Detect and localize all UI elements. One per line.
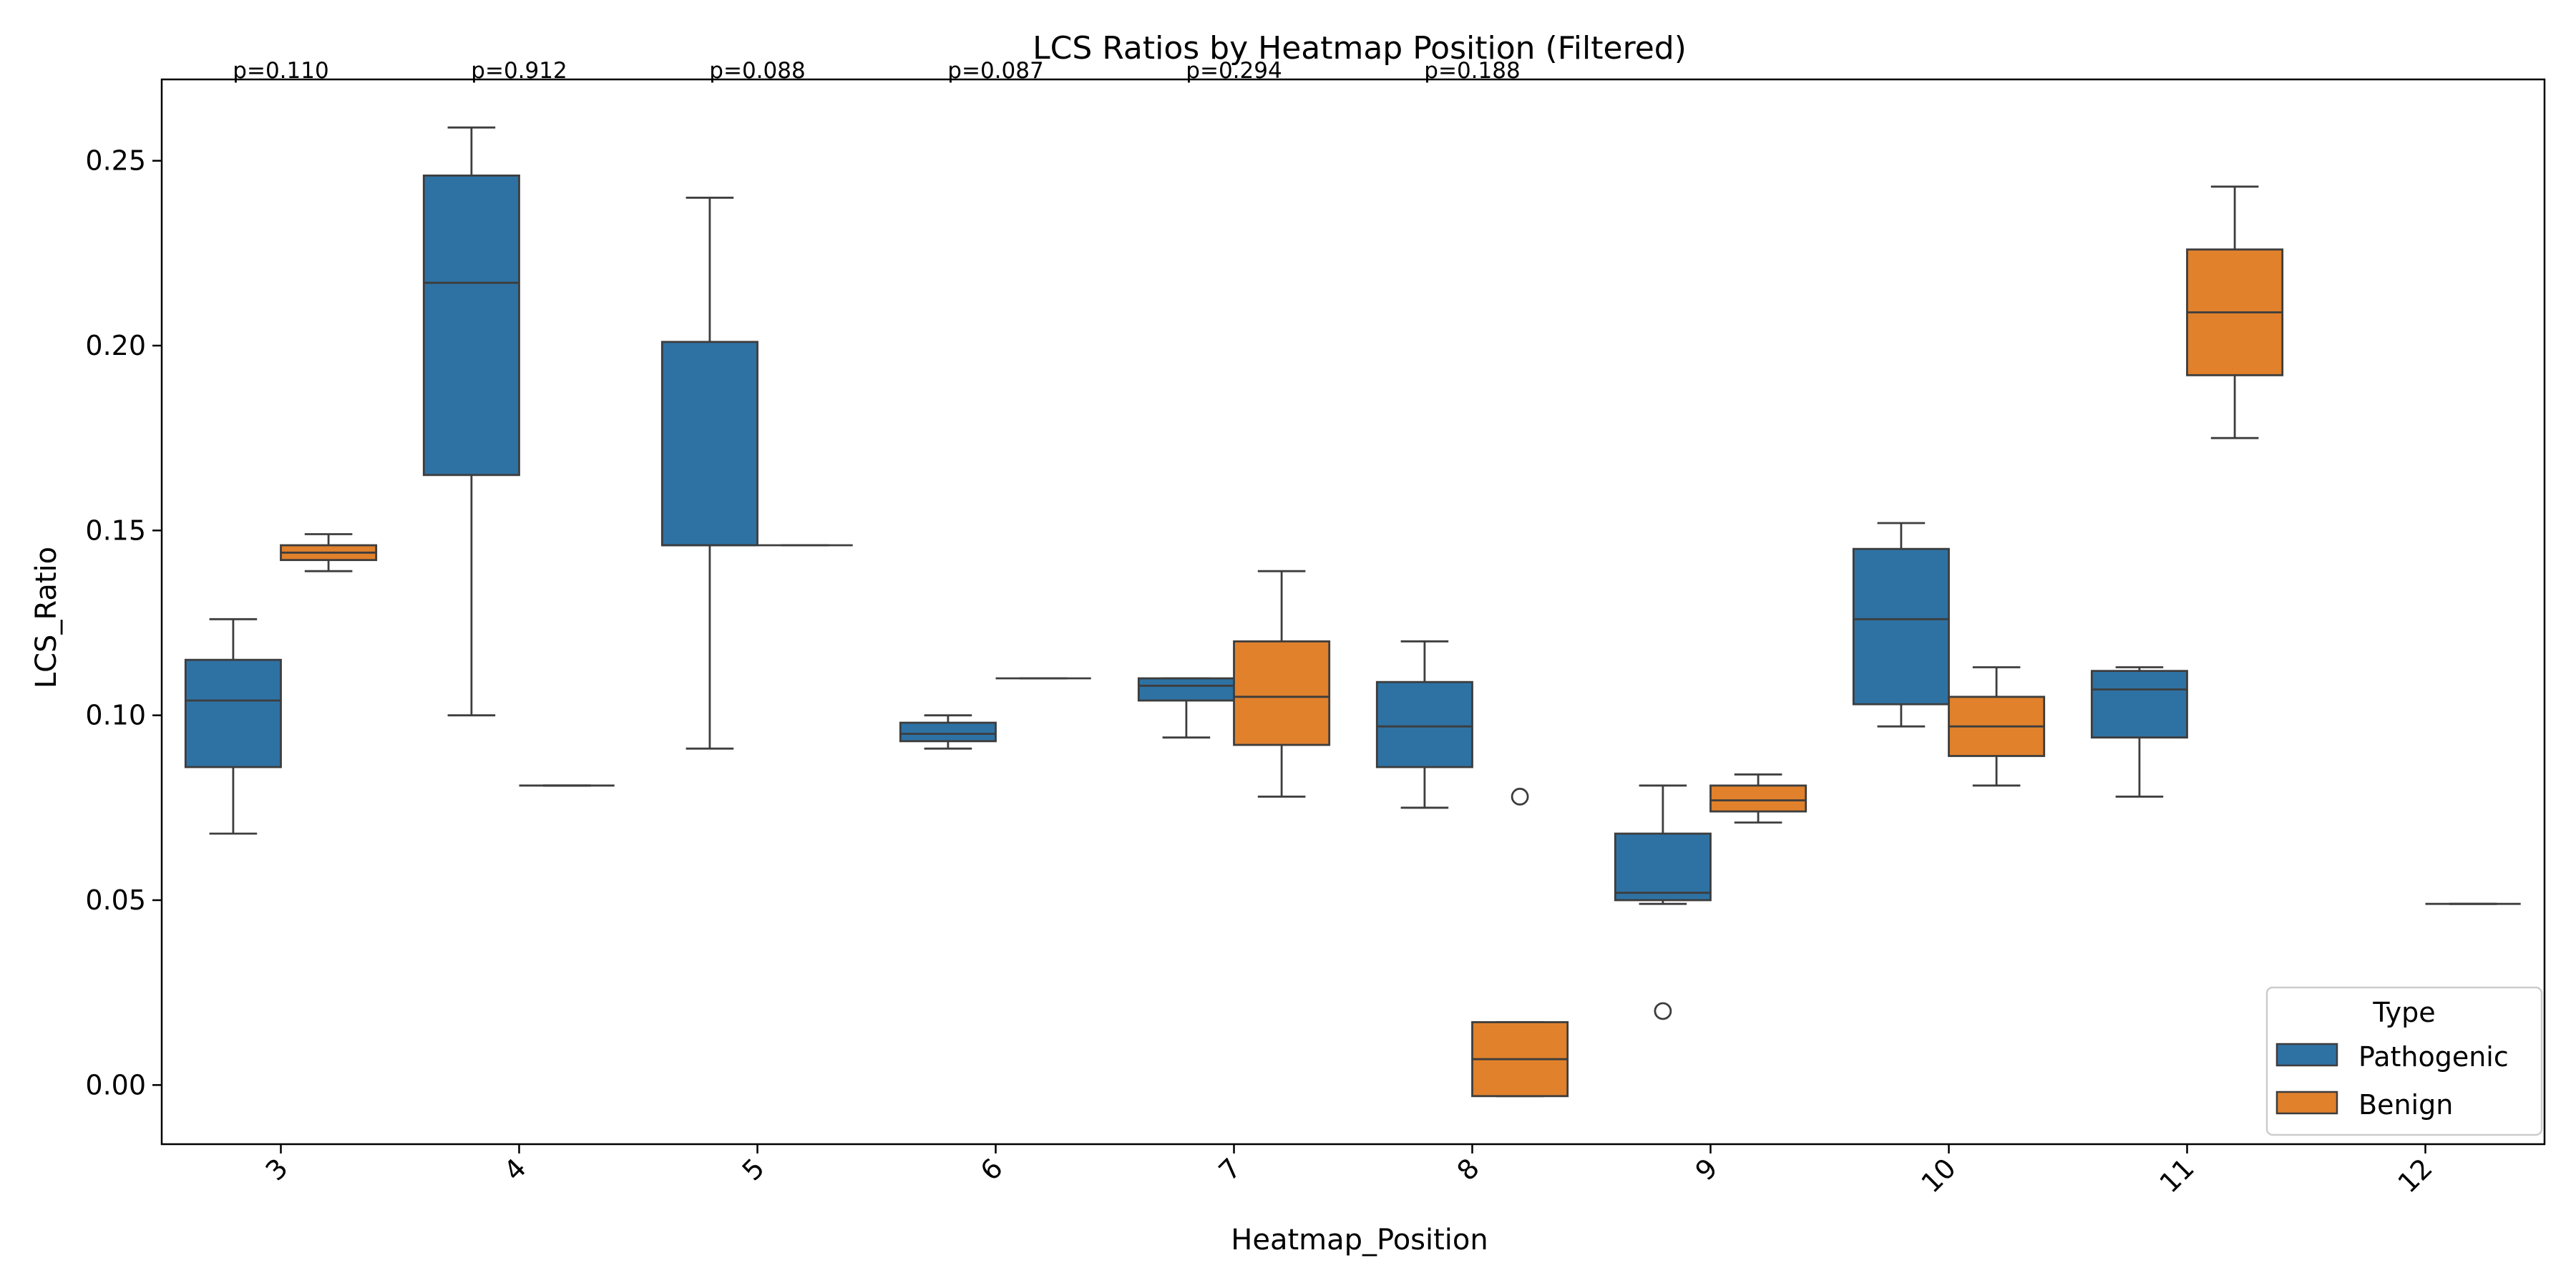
box-benign-3 (280, 533, 378, 572)
p-value-annotations: p=0.110 p=0.912 p=0.088 p=0.087 p=0.294 p=0.1… (233, 58, 1520, 84)
box-body (660, 341, 758, 547)
axes-frame (160, 78, 2546, 1146)
box-pathogenic-4 (422, 126, 520, 717)
box-benign-11 (2186, 185, 2284, 439)
p-value-label: p=0.188 (1424, 58, 1520, 84)
box-body (1137, 677, 1235, 702)
y-tick-label: 0.25 (85, 145, 146, 177)
p-value-label: p=0.088 (709, 58, 805, 84)
box-body (1709, 784, 1807, 813)
box-body (1614, 832, 1712, 902)
box-body (1375, 680, 1473, 769)
box-body (2090, 670, 2188, 739)
legend: Type Pathogenic Benign (2265, 986, 2543, 1136)
chart-title: LCS Ratios by Heatmap Position (Filtered… (1033, 30, 1687, 67)
box-pathogenic-11 (2090, 666, 2188, 798)
legend-label-pathogenic: Pathogenic (2358, 1041, 2509, 1073)
box-benign-10 (1948, 666, 2046, 787)
y-tick-label: 0.20 (85, 330, 146, 361)
p-value-label: p=0.294 (1186, 58, 1282, 84)
outlier-point (1654, 1002, 1672, 1020)
y-tick-label: 0.05 (85, 884, 146, 916)
legend-swatch-pathogenic (2275, 1043, 2338, 1067)
y-tick-label: 0.10 (85, 700, 146, 731)
outlier-point (1511, 787, 1529, 806)
y-tick-label: 0.15 (85, 514, 146, 546)
box-pathogenic-8 (1375, 640, 1473, 809)
box-pathogenic-5 (660, 196, 758, 750)
y-tick-label: 0.00 (85, 1069, 146, 1101)
box-pathogenic-3 (184, 618, 282, 835)
box-pathogenic-10 (1852, 522, 1950, 728)
y-axis: 0.00 0.05 0.10 0.15 0.20 0.25 (85, 145, 162, 1101)
box-benign-7 (1233, 570, 1331, 798)
box-body (184, 658, 282, 769)
box-body (1233, 640, 1331, 746)
legend-title: Type (2372, 997, 2435, 1028)
box-pathogenic-6 (899, 714, 997, 750)
box-body (899, 721, 997, 743)
legend-swatch-benign (2275, 1091, 2338, 1115)
box-benign-8 (1471, 787, 1569, 1098)
p-value-label: p=0.087 (947, 58, 1043, 84)
plot-area (184, 126, 2521, 1098)
box-benign-9 (1709, 773, 1807, 824)
y-axis-title: LCS_Ratio (30, 547, 63, 688)
x-axis-title: Heatmap_Position (1231, 1224, 1488, 1257)
box-pathogenic-9 (1614, 784, 1712, 1020)
legend-label-benign: Benign (2358, 1089, 2453, 1121)
box-body (422, 174, 520, 477)
p-value-label: p=0.110 (233, 58, 328, 84)
box-body (1852, 547, 1950, 706)
p-value-label: p=0.912 (471, 58, 567, 84)
